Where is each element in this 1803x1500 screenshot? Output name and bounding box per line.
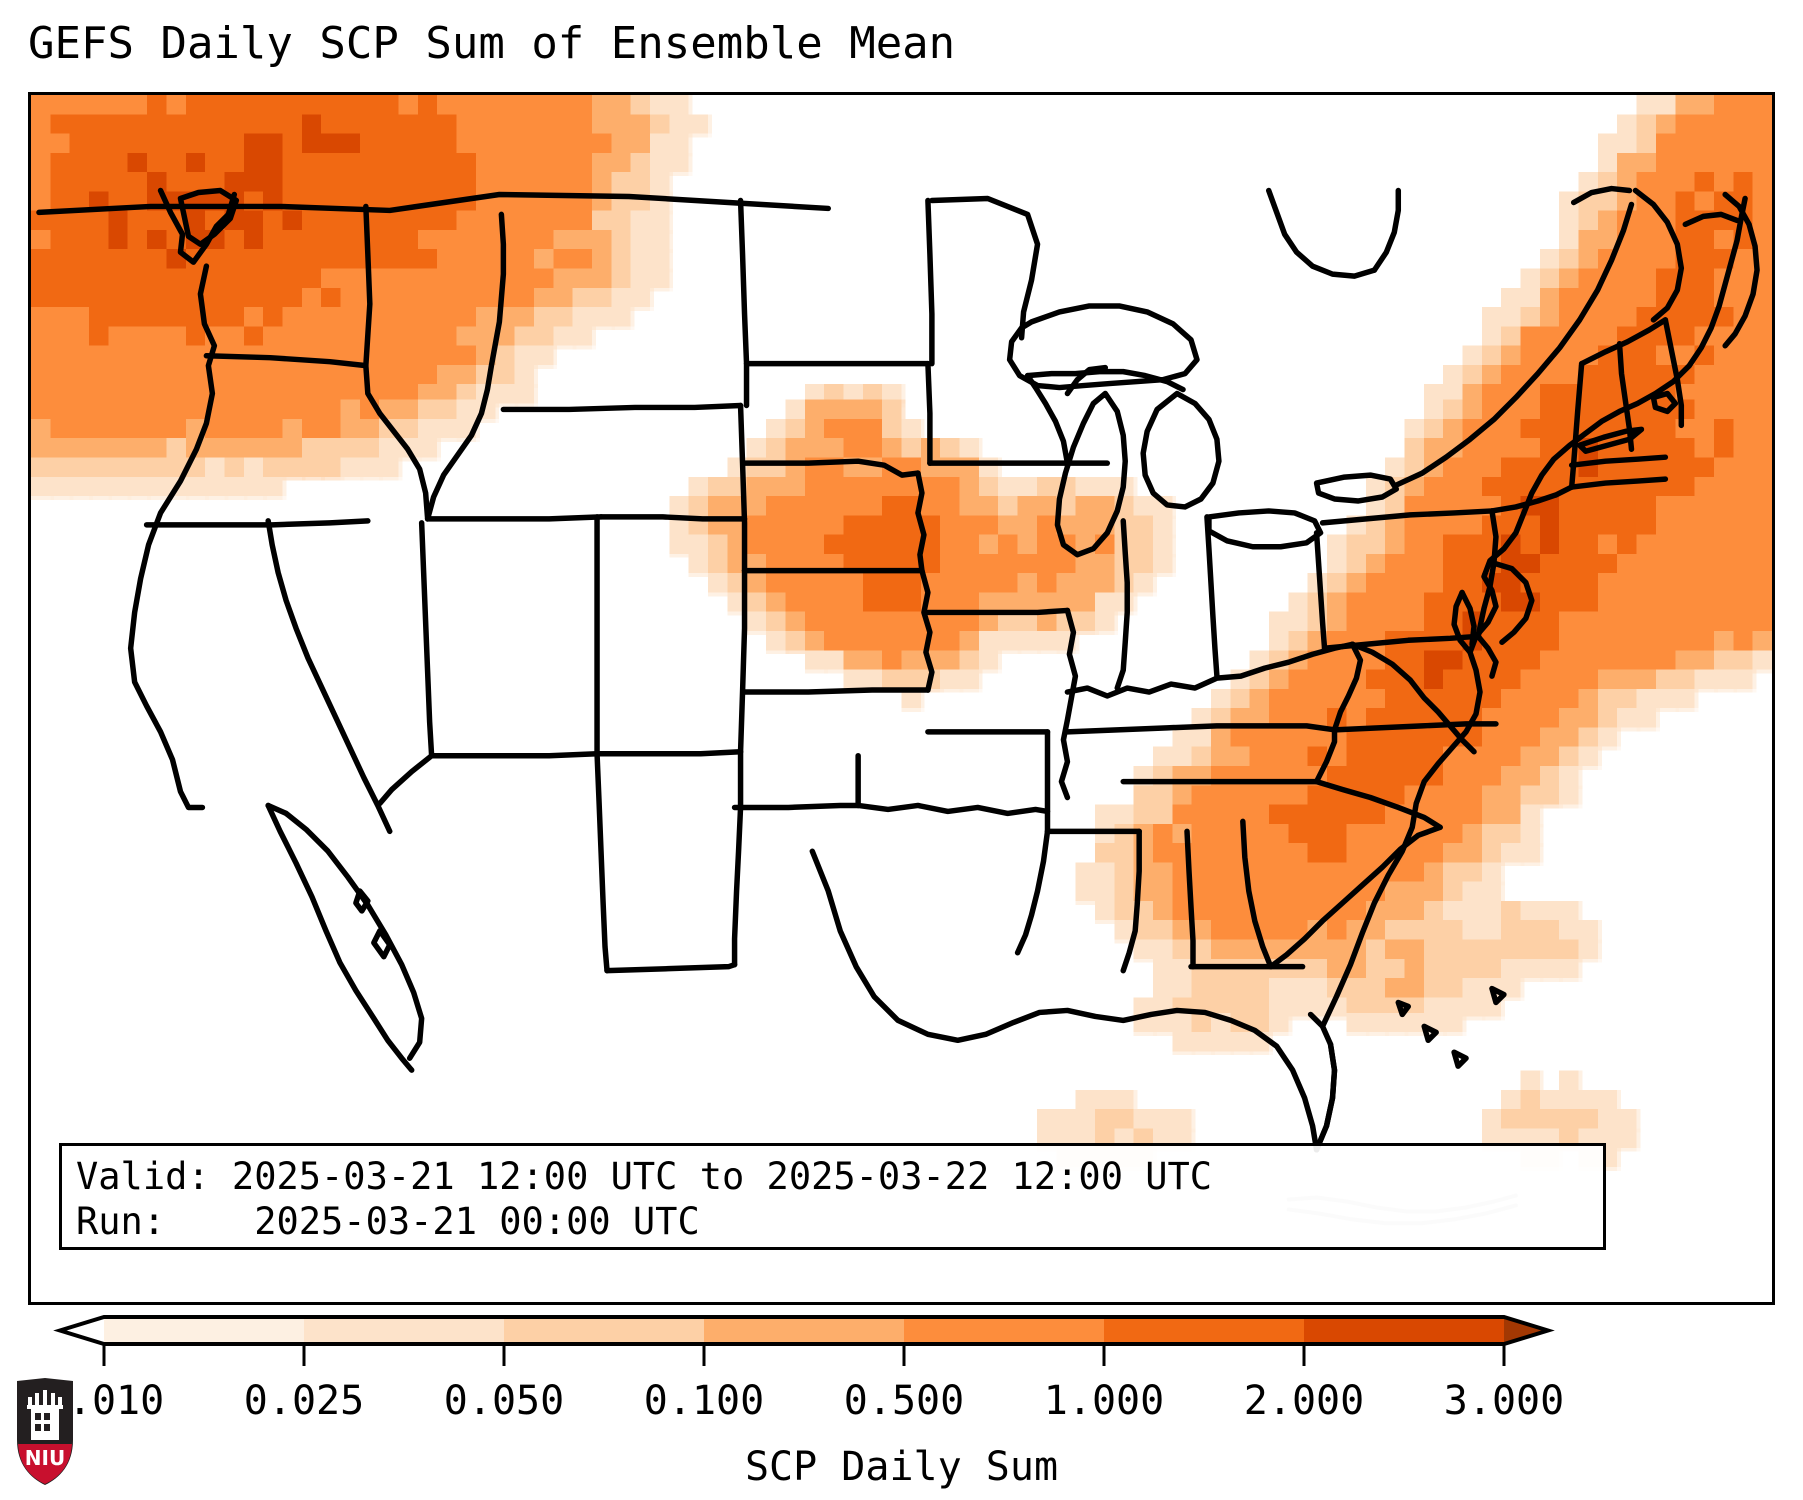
colorbar-tick-label: 0.100 [643, 1378, 765, 1424]
colorbar-tickmarks [102, 1344, 1506, 1366]
colorbar-axis-label: SCP Daily Sum [744, 1444, 1059, 1490]
colorbar-tick-label: 0.500 [843, 1378, 965, 1424]
map-panel [28, 92, 1775, 1305]
valid-run-info-box: Valid: 2025-03-21 12:00 UTC to 2025-03-2… [59, 1143, 1606, 1250]
colorbar-tick-label: 1.000 [1043, 1378, 1165, 1424]
valid-time-line: Valid: 2025-03-21 12:00 UTC to 2025-03-2… [76, 1155, 1213, 1198]
scp-heatmap-layer [31, 95, 1772, 1302]
colorbar-panel: 0.010 0.025 0.050 0.100 0.500 1.000 2.000 3.000… [0, 1306, 1803, 1500]
page-title: GEFS Daily SCP Sum of Ensemble Mean [28, 18, 956, 69]
colorbar-tick-label: 0.050 [443, 1378, 565, 1424]
map-boundaries-layer [36, 185, 1760, 1226]
colorbar-tick-label: 0.025 [243, 1378, 365, 1424]
colorbar-svg [53, 1315, 1555, 1366]
colorbar-tick-label: 2.000 [1243, 1378, 1365, 1424]
niu-logo: NIU [17, 1378, 73, 1485]
colorbar-segments [60, 1317, 1548, 1344]
niu-logo-text: NIU [25, 1446, 65, 1470]
colorbar-outline [53, 1315, 1555, 1346]
run-time-line: Run: 2025-03-21 00:00 UTC [76, 1200, 700, 1243]
colorbar-tick-label: 3.000 [1443, 1378, 1565, 1424]
